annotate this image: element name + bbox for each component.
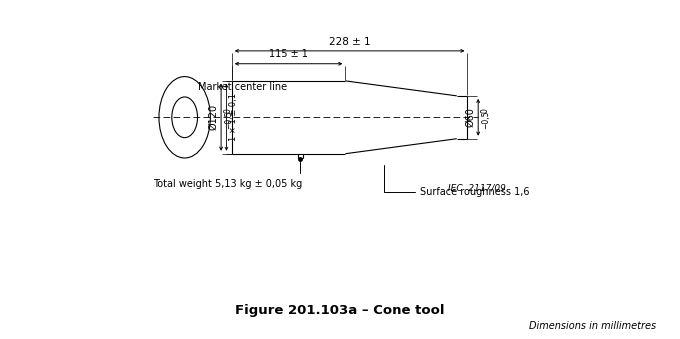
Text: 1 × 1 ± 0,1: 1 × 1 ± 0,1 (228, 93, 237, 141)
Text: 115 ± 1: 115 ± 1 (269, 49, 308, 59)
Text: IEC  2117/09: IEC 2117/09 (448, 183, 506, 193)
Text: 0: 0 (224, 108, 233, 113)
Text: Figure 201.103a – Cone tool: Figure 201.103a – Cone tool (235, 304, 445, 317)
Text: Surface roughness 1,6: Surface roughness 1,6 (384, 165, 530, 197)
Text: Ø120: Ø120 (208, 104, 218, 131)
Text: Dimensions in millimetres: Dimensions in millimetres (529, 321, 656, 331)
Text: 228 ± 1: 228 ± 1 (329, 37, 371, 46)
Text: 0: 0 (481, 108, 490, 113)
Text: Market center line: Market center line (197, 82, 287, 115)
Text: Total weight 5,13 kg ± 0,05 kg: Total weight 5,13 kg ± 0,05 kg (152, 162, 302, 189)
Text: −0,5: −0,5 (481, 110, 490, 129)
Text: Ø60: Ø60 (465, 107, 475, 127)
Text: −0,5: −0,5 (224, 110, 233, 129)
